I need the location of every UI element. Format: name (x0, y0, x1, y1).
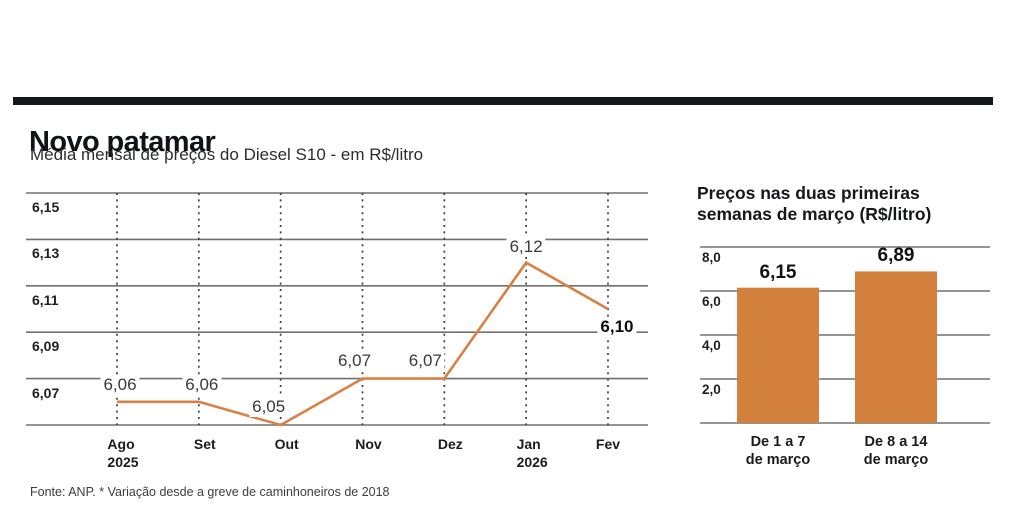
bar-value-label: 6,15 (759, 261, 797, 283)
y-axis-tick-label: 6,09 (32, 338, 60, 355)
data-point-label: 6,06 (100, 374, 140, 395)
y-axis-tick-label: 6,13 (32, 245, 60, 262)
source-note: Fonte: ANP. * Variação desde a greve de … (30, 485, 390, 499)
march-weeks-bar-chart: 8,0 6,0 4,0 2,0 6,15 6,89 De 1 a 7 de março De … (700, 245, 1014, 508)
x-axis-month-label: Ago 2025 (107, 436, 139, 470)
x-axis-month-label: Jan 2026 (516, 436, 548, 470)
bar (855, 271, 937, 423)
x-axis-month-label: Fev (595, 436, 621, 452)
bar-value-label: 6,89 (877, 245, 915, 267)
x-axis-month-label: Out (274, 436, 299, 452)
y-axis-tick-label: 6,0 (702, 294, 721, 309)
bar (737, 287, 819, 423)
y-axis-tick-label: 2,0 (702, 382, 721, 397)
y-axis-tick-label: 8,0 (702, 250, 721, 265)
price-line (117, 260, 609, 427)
page-title: Novo patamar (29, 126, 216, 159)
data-point-label: 6,12 (506, 236, 546, 257)
bar-chart-title: Preços nas duas primeiras semanas de mar… (697, 183, 932, 224)
page-subtitle: Média mensal de preços do Diesel S10 - e… (30, 145, 424, 164)
y-axis-tick-label: 6,11 (32, 291, 59, 308)
y-axis-tick-label: 6,07 (32, 384, 60, 401)
data-point-label: 6,07 (405, 350, 445, 371)
data-point-label: 6,07 (334, 350, 375, 371)
x-axis-month-label: Nov (355, 436, 382, 452)
diesel-monthly-line-chart: 6,15 6,13 6,11 6,09 6,07 6,06 6,06 6,05 6,07 6,07… (20, 192, 664, 484)
line-chart-canvas (26, 192, 648, 427)
y-axis-tick-label: 6,15 (32, 199, 60, 215)
bar-category-label: De 8 a 14 de março (863, 434, 929, 468)
x-axis-month-label: Dez (437, 436, 463, 452)
bar-chart-canvas (700, 246, 990, 424)
data-point-label: 6,06 (182, 374, 222, 395)
bar-category-label: De 1 a 7 de março (745, 434, 811, 468)
header-rule (13, 97, 993, 105)
data-point-label: 6,05 (249, 397, 289, 417)
x-axis-month-label: Set (193, 436, 216, 452)
y-axis-tick-label: 4,0 (702, 338, 721, 353)
data-point-label: 6,10 (597, 317, 637, 337)
